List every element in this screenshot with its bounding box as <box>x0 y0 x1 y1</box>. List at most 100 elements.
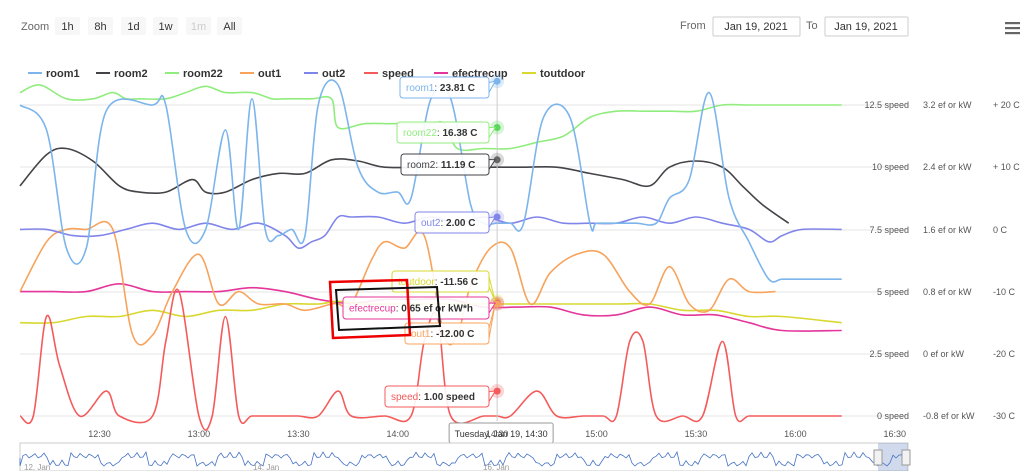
efectrecup-axis-label: 1.6 ef or kW <box>923 225 972 235</box>
legend-label: room22 <box>183 68 223 80</box>
to-date-value: Jan 19, 2021 <box>834 21 898 33</box>
navigator-label: 14. Jan <box>253 463 279 471</box>
from-label: From <box>680 20 706 32</box>
legend-label: room2 <box>114 68 148 80</box>
annotation-box-inner <box>334 285 442 332</box>
navigator-frame <box>19 442 909 471</box>
legend-item-toutdoor[interactable]: toutdoor <box>522 68 586 80</box>
navigator[interactable]: 12. Jan 14. Jan 16. Jan <box>19 442 911 471</box>
legend-item-out2[interactable]: out2 <box>304 68 345 80</box>
x-tick-label: 12:30 <box>88 429 111 439</box>
tooltip-room22: room22: 16.38 C <box>396 121 497 144</box>
tooltip-text: toutdoor: -11.56 C <box>398 277 478 288</box>
to-label: To <box>806 20 818 32</box>
legend-label: out2 <box>322 68 345 80</box>
series-line-room2[interactable] <box>19 147 790 224</box>
legend-label: room1 <box>46 68 80 80</box>
navigator-series <box>19 450 906 467</box>
x-tick-label: 16:00 <box>784 429 807 439</box>
legend-item-room2[interactable]: room2 <box>96 68 148 80</box>
legend-label: out1 <box>258 68 281 80</box>
y-axis-labels: 0 speed -0.8 ef or kW -30 C 2.5 speed 0 ef o… <box>864 100 1020 421</box>
tooltip-room1: room1: 23.81 C <box>399 76 497 99</box>
tooltip-text: room1: 23.81 C <box>406 83 475 94</box>
x-tick-label: 16:30 <box>883 429 906 439</box>
svg-text:Tuesday, Jan 19, 14:30: Tuesday, Jan 19, 14:30 <box>455 429 548 439</box>
zoom-button-label: 1w <box>158 21 172 33</box>
temperature-axis-label: + 10 C <box>993 162 1020 172</box>
speed-axis-label: 7.5 speed <box>869 225 909 235</box>
legend-item-out1[interactable]: out1 <box>240 68 281 80</box>
speed-axis-label: 10 speed <box>872 162 909 172</box>
tooltip-text: out2: 2.00 C <box>421 218 476 229</box>
temperature-axis-label: 0 C <box>993 225 1008 235</box>
zoom-button-label: All <box>223 21 235 33</box>
efectrecup-axis-label: 0.8 ef or kW <box>923 287 972 297</box>
hover-marker-out1 <box>493 300 501 308</box>
zoom-button-All[interactable]: All <box>217 17 242 35</box>
zoom-label: Zoom <box>21 21 49 33</box>
zoom-button-1h[interactable]: 1h <box>55 17 80 35</box>
zoom-button-1m: 1m <box>186 17 211 35</box>
tooltip-text: efectrecup: 0.65 ef or kW*h <box>349 304 473 315</box>
efectrecup-axis-label: 2.4 ef or kW <box>923 162 972 172</box>
tooltip-text: room2: 11.19 C <box>407 160 475 171</box>
from-date-input[interactable] <box>712 16 801 37</box>
temperature-axis-label: -10 C <box>993 287 1016 297</box>
crosshair-label: Tuesday, Jan 19, 14:30 <box>448 422 554 444</box>
legend: room1 room2 room22 out1 out2 speed efectrecup t… <box>28 68 586 80</box>
temperature-axis-label: + 20 C <box>993 100 1020 110</box>
hover-marker-room2 <box>493 156 501 164</box>
x-tick-label: 15:30 <box>685 429 708 439</box>
speed-axis-label: 12.5 speed <box>864 100 909 110</box>
tooltip-text: speed: 1.00 speed <box>391 392 475 403</box>
x-tick-label: 14:30 <box>486 429 509 439</box>
speed-axis-label: 5 speed <box>877 287 909 297</box>
range-selector: Zoom 1h 8h 1d 1w 1m All From Jan 19, 2021 To … <box>21 16 1021 37</box>
efectrecup-axis-label: 3.2 ef or kW <box>923 100 972 110</box>
hover-marker-room1 <box>493 77 501 85</box>
gridlines <box>20 104 908 417</box>
zoom-button-8h[interactable]: 8h <box>88 17 113 35</box>
tooltip-out2: out2: 2.00 C <box>414 211 497 234</box>
tooltips: room1: 23.81 C room22: 16.38 C room2: 11.1… <box>328 76 554 444</box>
tooltip-text: out1: -12.00 C <box>411 329 474 340</box>
series-line-room1[interactable] <box>19 79 842 283</box>
to-date-input[interactable] <box>824 16 909 37</box>
series-line-room22[interactable] <box>19 84 842 152</box>
navigator-handle[interactable] <box>873 449 883 466</box>
legend-item-room22[interactable]: room22 <box>165 68 223 80</box>
zoom-buttons: 1h 8h 1d 1w 1m All <box>55 17 242 35</box>
navigator-handle[interactable] <box>901 449 911 466</box>
zoom-button-1d[interactable]: 1d <box>121 17 146 35</box>
series-line-out1[interactable] <box>19 220 776 346</box>
speed-axis-label: 0 speed <box>877 411 909 421</box>
hover-marker-room22 <box>493 124 501 132</box>
efectrecup-axis-label: 0 ef or kW <box>923 349 965 359</box>
legend-item-room1[interactable]: room1 <box>28 68 80 80</box>
x-tick-label: 13:30 <box>287 429 310 439</box>
series-line-speed[interactable] <box>19 288 842 431</box>
tooltip-out1: out1: -12.00 C <box>404 303 496 345</box>
zoom-button-label: 1d <box>127 21 139 33</box>
navigator-label: 16. Jan <box>483 463 509 471</box>
hamburger-menu-icon[interactable] <box>1003 21 1021 35</box>
temperature-axis-label: -30 C <box>993 411 1016 421</box>
x-tick-label: 15:00 <box>585 429 608 439</box>
from-date-value: Jan 19, 2021 <box>724 21 788 33</box>
zoom-button-1w[interactable]: 1w <box>153 17 178 35</box>
speed-axis-label: 2.5 speed <box>869 349 909 359</box>
x-axis-labels: 12:30 13:00 13:30 14:00 14:30 15:00 15:30 16:00… <box>88 429 906 439</box>
annotation-box <box>328 278 412 340</box>
tooltip-speed: speed: 1.00 speed <box>384 385 497 408</box>
series-line-out2[interactable] <box>19 214 842 250</box>
tooltip-text: room22: 16.38 C <box>403 128 478 139</box>
temperature-axis-label: -20 C <box>993 349 1016 359</box>
tooltip-efectrecup: efectrecup: 0.65 ef or kW*h <box>342 296 497 320</box>
navigator-label: 12. Jan <box>24 463 50 471</box>
zoom-button-label: 8h <box>94 21 106 33</box>
efectrecup-axis-label: -0.8 ef or kW <box>923 411 975 421</box>
x-tick-label: 13:00 <box>188 429 211 439</box>
zoom-button-label: 1m <box>191 21 206 33</box>
